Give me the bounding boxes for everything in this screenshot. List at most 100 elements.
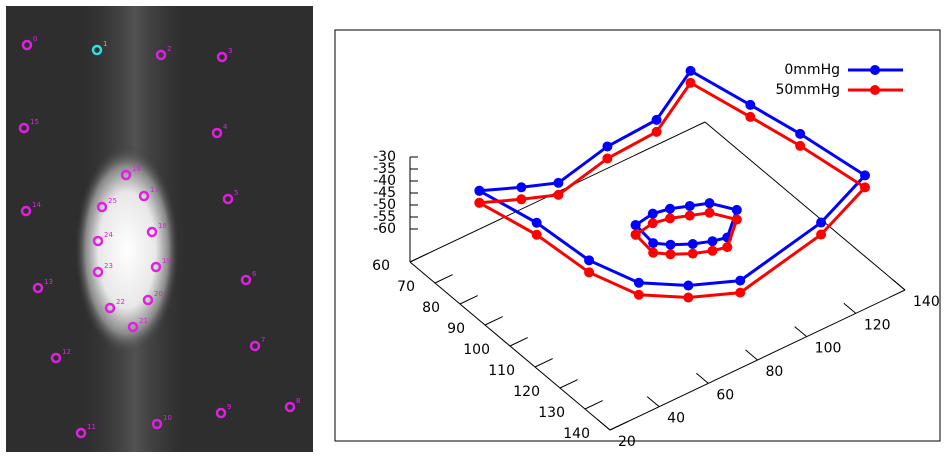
series-point [685,65,696,76]
marker-ring [21,39,33,51]
x-tick-label: 120 [513,384,540,400]
marker-ring [211,127,223,139]
series-point [685,77,696,88]
marker-label: 15 [30,118,39,126]
series-point [665,203,676,214]
marker-label: 17 [150,186,159,194]
marker-label: 9 [227,403,231,411]
photo-glow [75,145,179,355]
marker-label: 2 [167,45,171,53]
series-point [516,194,527,205]
legend-point [870,85,880,95]
marker-ring [146,226,158,238]
series-point [553,177,564,188]
series-line [478,80,868,300]
y-tick [745,349,758,361]
marker-ring [138,190,150,202]
marker-label: 20 [154,290,163,298]
series-point [707,236,718,247]
marker-ring [150,261,162,273]
x-tick-label: 80 [422,300,440,316]
y-tick-label: 140 [913,294,940,310]
marker-label: 16 [132,165,141,173]
series-point [684,200,695,211]
series-point [602,141,613,152]
series-point [687,248,698,259]
series-point [531,229,542,240]
x-tick-label: 60 [372,258,390,274]
series-point [860,170,870,181]
marker-ring [127,321,139,333]
series-point [731,204,742,215]
marker-ring [142,294,154,306]
marker-ring [96,201,108,213]
y-tick-label: 20 [618,434,636,450]
legend-point [870,65,880,75]
series-point [795,140,806,151]
marker-ring [155,49,167,61]
series-point [722,242,733,253]
series-point [816,217,827,228]
x-tick-label: 110 [488,363,515,379]
y-tick [696,372,709,384]
y-tick [597,419,611,431]
marker-ring [92,235,104,247]
series-point [602,153,613,164]
z-tick-label: -55 [373,209,396,225]
z-tick-label: -40 [373,173,396,189]
marker-ring [151,418,163,430]
series-point [687,239,698,249]
series-point [684,210,695,221]
y-tick [794,326,807,338]
marker-label: 12 [62,348,71,356]
series-point [647,218,658,229]
marker-label: 21 [139,317,148,325]
series-point [665,239,676,250]
marker-ring [50,352,62,364]
marker-label: 5 [234,189,238,197]
series-point [630,220,641,231]
y-tick-label: 60 [716,387,734,403]
marker-label: 18 [158,222,167,230]
series-point [474,185,485,196]
x-tick-label: 130 [538,405,565,421]
marker-label: 10 [163,414,172,422]
x-tick-label: 140 [563,426,590,442]
marker-ring [104,302,116,314]
y-tick [646,396,660,408]
legend-label: 0mmHg [784,62,840,78]
marker-label: 8 [296,397,300,405]
series-point [665,249,676,260]
marker-label: 23 [104,262,113,270]
series-point [665,213,676,224]
marker-label: 25 [108,197,117,205]
z-tick-label: -35 [373,161,396,177]
x-tick [559,379,578,389]
x-tick [509,337,528,347]
marker-label: 14 [32,201,41,209]
marker-label: 11 [87,423,96,431]
y-tick [892,279,906,291]
series-point [474,197,485,208]
series-point [860,182,870,193]
photo [6,6,313,452]
z-tick-label: -30 [373,149,396,165]
marker-label: 22 [116,298,125,306]
marker-ring [222,193,234,205]
marker-ring [20,205,32,217]
series-point [630,229,641,240]
marker-label: 24 [104,231,113,239]
series-point [651,114,662,125]
series-point [647,208,658,219]
series-point [648,238,659,249]
marker-label: 19 [162,257,171,265]
series-point [531,217,542,228]
marker-label: 3 [228,47,232,55]
series-line [478,68,868,288]
series-point [731,214,742,225]
x-tick [609,421,628,431]
x-tick-label: 90 [447,321,465,337]
z-tick-label: -50 [373,197,396,213]
x-tick [409,253,428,263]
